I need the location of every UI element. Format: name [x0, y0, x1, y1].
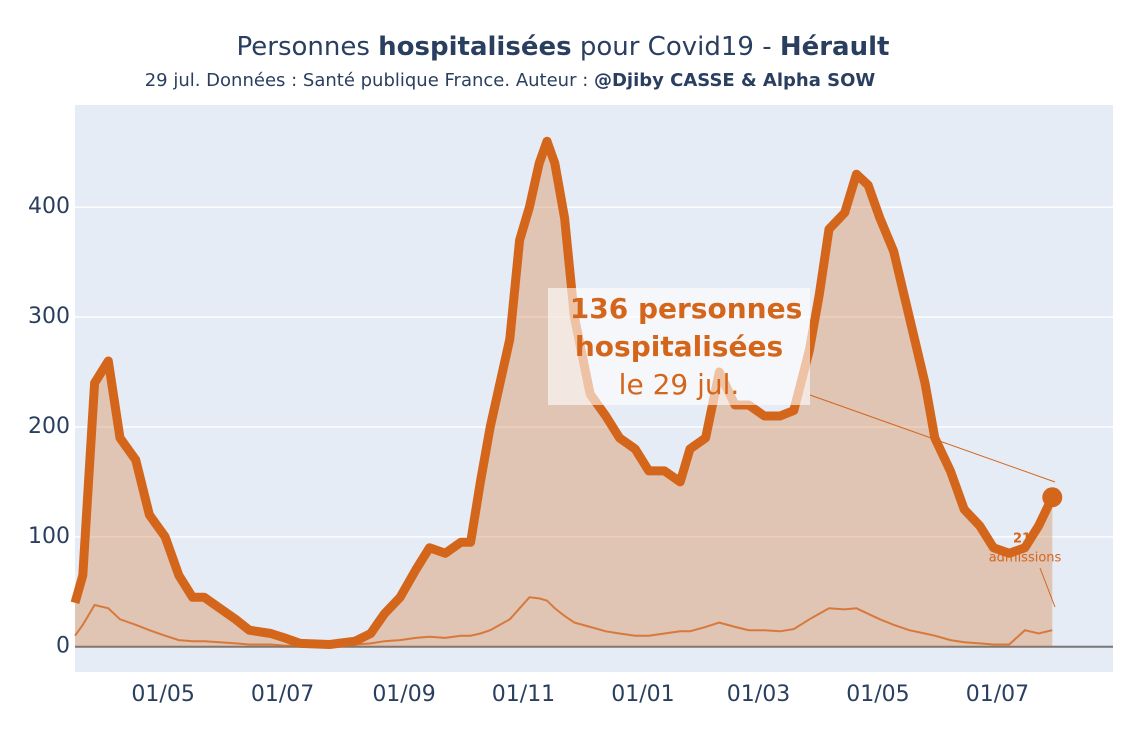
line: [74, 596, 1053, 647]
x-tick-label: 01/03: [727, 682, 790, 707]
y-tick-label: 400: [28, 194, 70, 219]
line: [70, 136, 1057, 649]
x-tick-label: 01/09: [372, 682, 435, 707]
x-tick-label: 01/07: [251, 682, 314, 707]
title-part: hospitalisées: [378, 32, 571, 62]
title-part: Hérault: [780, 32, 890, 62]
annotation-arrow: [1039, 567, 1056, 608]
annotation-text: 21: [1013, 532, 1031, 547]
x-tick-label: 01/11: [492, 682, 555, 707]
y-tick-label: 300: [28, 304, 70, 329]
annotation-text: le 29 jul.: [619, 368, 740, 401]
subtitle-part: 29 jul. Données : Santé publique France.…: [145, 70, 594, 91]
annotation-text: 136 personnes: [570, 292, 802, 325]
annotation-arrow: [809, 394, 1056, 483]
title-part: pour Covid19 -: [572, 32, 780, 62]
y-tick-label: 0: [56, 634, 70, 659]
y-tick-label: 200: [28, 414, 70, 439]
last-point: [1042, 487, 1063, 508]
title-part: Personnes: [237, 32, 379, 62]
annotation-text: admissions: [989, 551, 1062, 566]
subtitle: 29 jul. Données : Santé publique France.…: [145, 70, 876, 91]
chart-title: Personnes hospitalisées pour Covid19 - H…: [237, 32, 890, 62]
annotation-box: [548, 288, 810, 405]
y-tick-label: 100: [28, 524, 70, 549]
x-tick-label: 01/07: [966, 682, 1029, 707]
x-tick-label: 01/01: [611, 682, 674, 707]
x-tick-label: 01/05: [846, 682, 909, 707]
annotation-text: hospitalisées: [575, 330, 783, 363]
subtitle-part: @Djiby CASSE & Alpha SOW: [594, 70, 875, 91]
x-tick-label: 01/05: [131, 682, 194, 707]
